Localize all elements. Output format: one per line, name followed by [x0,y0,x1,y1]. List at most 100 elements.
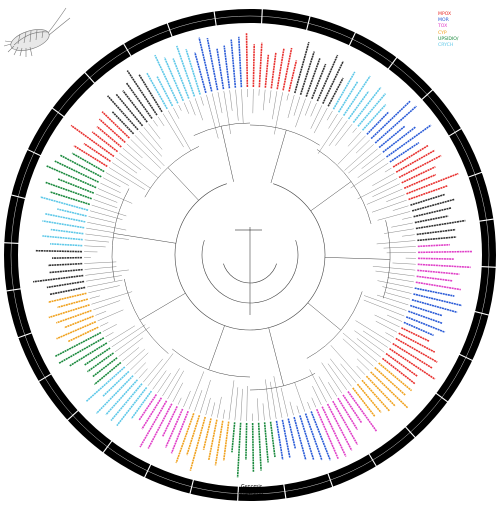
terminal-branch [327,363,347,390]
leaf-label [56,309,92,324]
leaf-label [411,198,455,212]
clade-arc [124,278,169,354]
terminal-branch [347,131,362,147]
terminal-branch [138,368,148,379]
terminal-branch [355,139,370,154]
leaf-label [410,193,446,206]
terminal-branch [100,322,109,327]
terminal-branch [167,370,184,400]
leaf-label [408,310,443,324]
leaf-label [115,93,144,127]
terminal-branch [222,409,225,419]
terminal-branch [310,102,317,117]
terminal-branch [86,275,122,282]
leaf-label [125,82,153,119]
terminal-branch [289,401,294,416]
leaf-label [138,74,163,113]
terminal-branch [241,89,244,124]
terminal-branch [384,228,414,234]
terminal-branch [354,330,385,353]
terminal-branch [89,210,123,220]
leaf-label [170,410,189,454]
terminal-branch [177,397,182,405]
terminal-branch [87,222,127,231]
terminal-branch [91,291,133,305]
leaf-label [86,352,114,373]
leaf-label [32,274,84,283]
leaf-label [378,362,413,392]
leaf-label [321,406,347,457]
leaf-label [57,208,87,217]
terminal-branch [287,94,295,118]
terminal-branch [246,386,248,421]
leaf-label [49,286,86,296]
terminal-branch [357,178,398,200]
leaf-label [98,118,126,144]
terminal-branch [307,402,311,410]
terminal-branch [97,188,133,204]
leaf-label [207,419,218,461]
terminal-branch [376,294,409,306]
leaf-label [45,213,86,223]
leaf-label [322,60,344,104]
terminal-branch [217,92,223,114]
leaf-label [35,249,83,253]
leaf-label [252,44,256,88]
leaf-label [386,124,432,158]
leaf-label [111,111,135,135]
terminal-branch [91,204,127,217]
terminal-branch [188,371,205,410]
terminal-branch [105,332,114,337]
leaf-label [378,125,406,149]
leaf-label [237,36,243,88]
terminal-branch [335,124,353,146]
terminal-branch [344,144,374,171]
leaf-label [326,403,353,451]
terminal-branch [342,338,374,367]
leaf-label [304,413,323,461]
terminal-branch [265,379,271,420]
terminal-branch [234,387,239,421]
leaf-label [293,416,307,461]
terminal-branch [364,295,407,311]
leaf-label [50,243,83,247]
leaf-label [258,42,263,88]
terminal-branch [262,403,265,421]
terminal-branch [87,279,123,288]
leaf-label [40,196,89,211]
terminal-branch [84,245,106,248]
leaf-label [416,275,453,282]
leaf-label [395,337,438,363]
leaf-label [276,48,285,90]
leaf-label [56,320,97,340]
terminal-branch [372,183,400,197]
terminal-branch [384,167,392,173]
terminal-branch [119,152,142,171]
terminal-branch [102,324,117,332]
leaf-label [64,315,94,329]
leaf-label [245,33,249,88]
legend-item: CRYCH [438,43,454,49]
leaf-label [46,165,97,189]
leaf-label [69,342,108,367]
leaf-label [42,220,85,229]
leaf-label [214,420,224,466]
leaf-label [316,54,339,102]
leaf-label [67,326,99,343]
internal-branch [220,126,234,182]
terminal-branch [194,98,203,121]
leaf-label [73,144,108,168]
leaf-label [48,304,90,319]
terminal-branch [311,397,317,408]
leaf-label [236,422,242,478]
terminal-branch [122,347,140,362]
terminal-branch [328,120,348,146]
terminal-branch [372,173,395,186]
leaf-label [315,408,339,460]
leaf-label [342,394,363,424]
terminal-branch [356,365,366,375]
terminal-branch [321,362,343,394]
terminal-branch [309,369,327,403]
integrated-label: Integrated [238,493,264,498]
terminal-branch [361,153,382,169]
